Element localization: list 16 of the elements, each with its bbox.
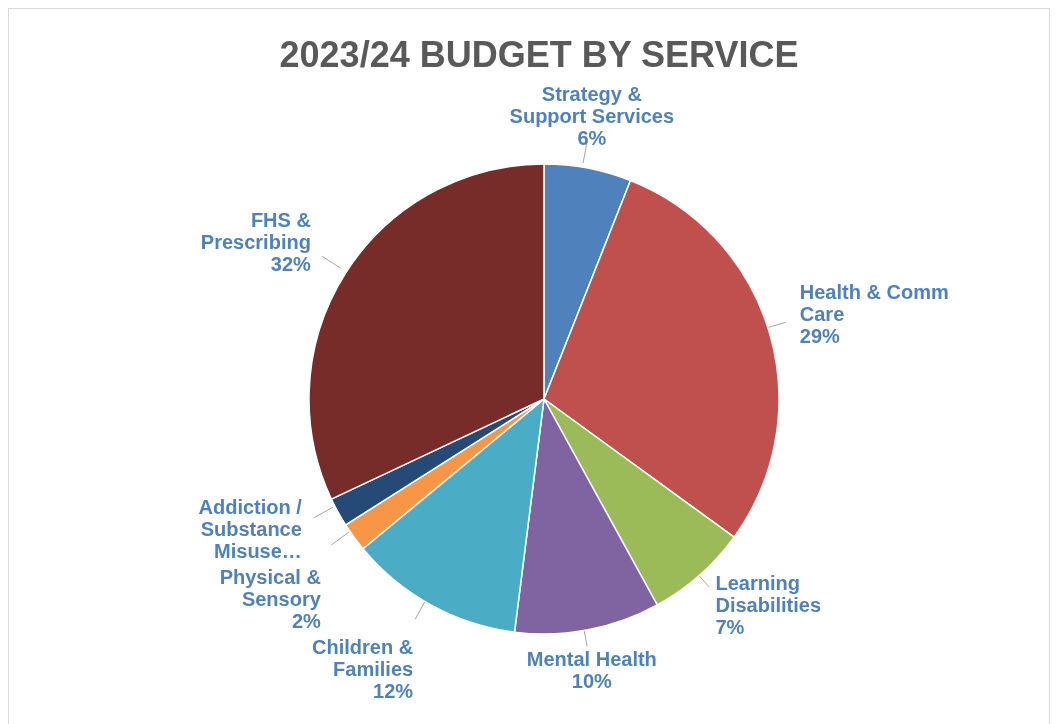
slice-label: Mental Health [526, 648, 657, 671]
slice-label: Health & Comm Care [799, 281, 949, 326]
data-label: 32% [270, 252, 312, 275]
data-label: 12% [373, 679, 414, 702]
slice-label: Physical & Sensory [219, 565, 322, 610]
slice-label: Learning Disabilities [715, 571, 822, 616]
data-label: 6% [577, 126, 607, 149]
data-label: 7% [715, 615, 745, 638]
slice-label: Children & Families [312, 635, 414, 680]
slice-label: FHS & Prescribing [200, 208, 311, 253]
slice-label: Strategy & Support Services [509, 82, 675, 127]
data-label: 29% [799, 325, 841, 348]
slice-label: Addiction / Substance Misuse… [198, 495, 303, 562]
data-label: 10% [571, 670, 613, 693]
chart-title: 2023/24 BUDGET BY SERVICE [279, 34, 799, 75]
data-label: 2% [291, 609, 322, 632]
